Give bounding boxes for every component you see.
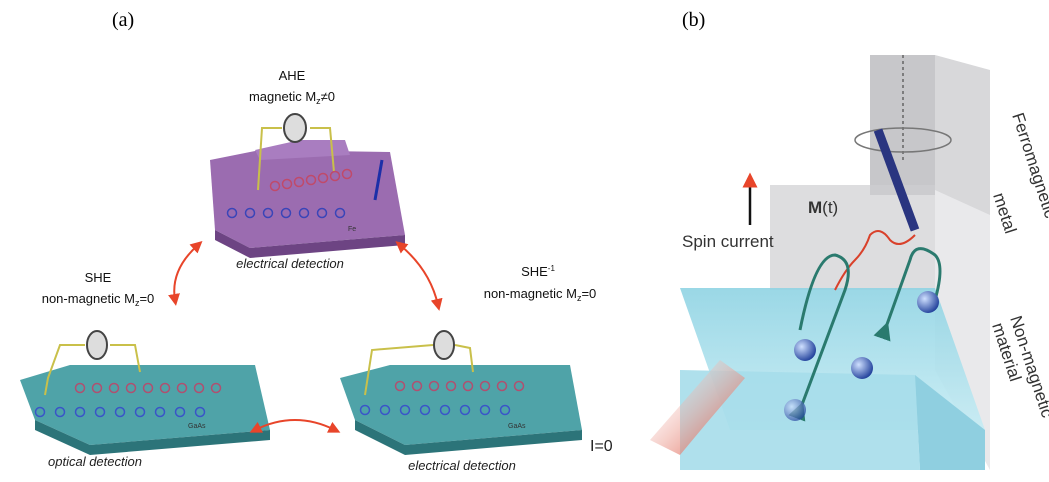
layer-label: metal xyxy=(989,190,1020,235)
spin-pumping-sketch xyxy=(650,55,990,470)
spin-current-label: Spin current xyxy=(682,232,774,251)
effect-title: SHE-1 xyxy=(521,264,555,279)
panel-label: (b) xyxy=(682,9,705,31)
layer-label: Ferromagnetic xyxy=(1008,110,1049,221)
material-label: GaAs xyxy=(508,423,526,430)
cycle-arrow xyxy=(174,245,198,300)
ishe-device: GaAs xyxy=(340,331,582,455)
current-label: I=0 xyxy=(590,438,613,455)
panel-label: (a) xyxy=(112,9,134,31)
detection-label: electrical detection xyxy=(236,256,344,271)
condition: magnetic Mz≠0 xyxy=(249,89,335,106)
condition: non-magnetic Mz=0 xyxy=(42,291,155,308)
figure: (a) (b) Fe AHE magnetic Mz≠0 electrical … xyxy=(0,0,1049,482)
she-device: GaAs xyxy=(20,331,270,455)
material-label: GaAs xyxy=(188,423,206,430)
cycle-arrow xyxy=(400,245,438,305)
magnetization-label: M(t) xyxy=(808,198,838,217)
effect-title: SHE xyxy=(85,270,112,285)
detection-label: electrical detection xyxy=(408,458,516,473)
material-label: Fe xyxy=(348,226,356,233)
effect-title: AHE xyxy=(279,68,306,83)
detection-label: optical detection xyxy=(48,454,142,469)
condition: non-magnetic Mz=0 xyxy=(484,286,597,303)
ahe-device: Fe xyxy=(210,114,405,258)
